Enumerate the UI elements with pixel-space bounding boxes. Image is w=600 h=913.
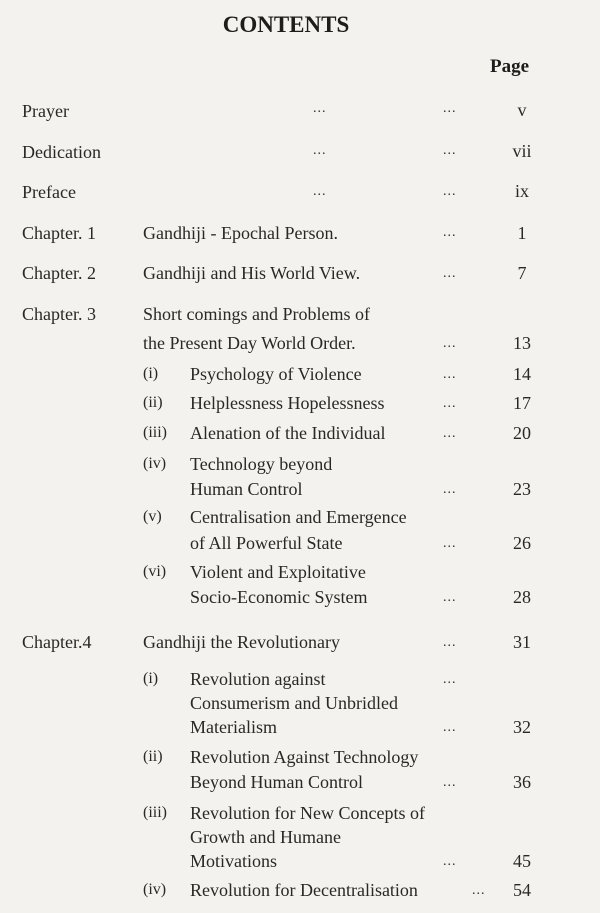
page-number: 31: [513, 632, 531, 652]
chapter-title: the Present Day World Order.: [143, 333, 356, 353]
page-number: 32: [513, 717, 531, 737]
leader-dots: ...: [443, 482, 457, 497]
chapter-label: Chapter.4: [22, 632, 92, 652]
leader-dots: ...: [313, 143, 327, 158]
leader-dots: ...: [443, 590, 457, 605]
page-number: 1: [517, 223, 527, 243]
chapter-label: Chapter. 2: [22, 263, 96, 283]
leader-dots: ...: [313, 184, 327, 199]
section-number: (iii): [143, 424, 167, 441]
section-number: (ii): [143, 748, 163, 765]
section-title: Alenation of the Individual: [190, 423, 386, 443]
section-title: Beyond Human Control: [190, 772, 363, 792]
section-title: Socio-Economic System: [190, 587, 368, 607]
page-number: 54: [513, 880, 531, 900]
section-title: Psychology of Violence: [190, 364, 362, 384]
section-title: Revolution for Decentralisation: [190, 880, 418, 900]
section-title: Materialism: [190, 717, 277, 737]
page-column-label: Page: [490, 56, 530, 77]
chapter-label: Chapter. 1: [22, 223, 96, 243]
section-title: Revolution Against Technology: [190, 747, 419, 767]
page-number: 45: [513, 851, 531, 871]
leader-dots: ...: [443, 426, 457, 441]
page-number: ix: [514, 181, 529, 201]
section-title: Motivations: [190, 851, 278, 871]
page-number: vii: [512, 141, 532, 161]
section-title: of All Powerful State: [190, 533, 343, 553]
section-number: (i): [143, 365, 159, 382]
leader-dots: ...: [313, 101, 327, 116]
page-number: 14: [513, 364, 531, 384]
leader-dots: ...: [443, 184, 457, 199]
leader-dots: ...: [443, 143, 457, 158]
leader-dots: ...: [443, 775, 457, 790]
page-number: 28: [513, 587, 531, 607]
chapter-title: Short comings and Problems of: [143, 304, 370, 324]
chapter-title: Gandhiji the Revolutionary: [143, 632, 340, 652]
section-number: (v): [143, 508, 162, 525]
leader-dots: ...: [443, 225, 457, 240]
chapter-label: Chapter. 3: [22, 304, 96, 324]
section-title: Revolution for New Concepts of: [190, 803, 425, 823]
section-title: Helplessness Hopelessness: [190, 393, 385, 413]
section-number: (ii): [143, 394, 163, 411]
leader-dots: ...: [472, 883, 486, 898]
section-number: (iii): [143, 804, 167, 821]
page-number: 26: [513, 533, 531, 553]
chapter-title: Gandhiji and His World View.: [143, 263, 361, 283]
chapter-title: Gandhiji - Epochal Person.: [143, 223, 338, 243]
section-title: Growth and Humane: [190, 827, 341, 847]
section-number: (iv): [143, 881, 167, 898]
section-title: Violent and Exploitative: [190, 562, 366, 582]
page-number: 13: [513, 333, 531, 353]
section-number: (vi): [143, 563, 167, 580]
entry-title: Preface: [22, 182, 76, 202]
section-number: (i): [143, 670, 159, 687]
section-title: Revolution against: [190, 669, 326, 689]
page-number: 7: [517, 263, 527, 283]
page-number: 20: [513, 423, 531, 443]
section-title: Centralisation and Emergence: [190, 507, 407, 527]
section-title: Human Control: [190, 479, 303, 499]
page-number: v: [517, 100, 527, 120]
leader-dots: ...: [443, 635, 457, 650]
leader-dots: ...: [443, 396, 457, 411]
section-number: (iv): [143, 455, 167, 472]
leader-dots: ...: [443, 672, 457, 687]
leader-dots: ...: [443, 367, 457, 382]
leader-dots: ...: [443, 101, 457, 116]
leader-dots: ...: [443, 854, 457, 869]
page-number: 17: [513, 393, 531, 413]
section-title: Consumerism and Unbridled: [190, 693, 398, 713]
entry-title: Dedication: [22, 142, 101, 162]
section-title: Technology beyond: [190, 454, 333, 474]
entry-title: Prayer: [22, 101, 69, 121]
page-number: 23: [513, 479, 531, 499]
leader-dots: ...: [443, 266, 457, 281]
leader-dots: ...: [443, 336, 457, 351]
contents-heading: CONTENTS: [222, 12, 350, 37]
page-number: 36: [513, 772, 531, 792]
leader-dots: ...: [443, 720, 457, 735]
leader-dots: ...: [443, 536, 457, 551]
